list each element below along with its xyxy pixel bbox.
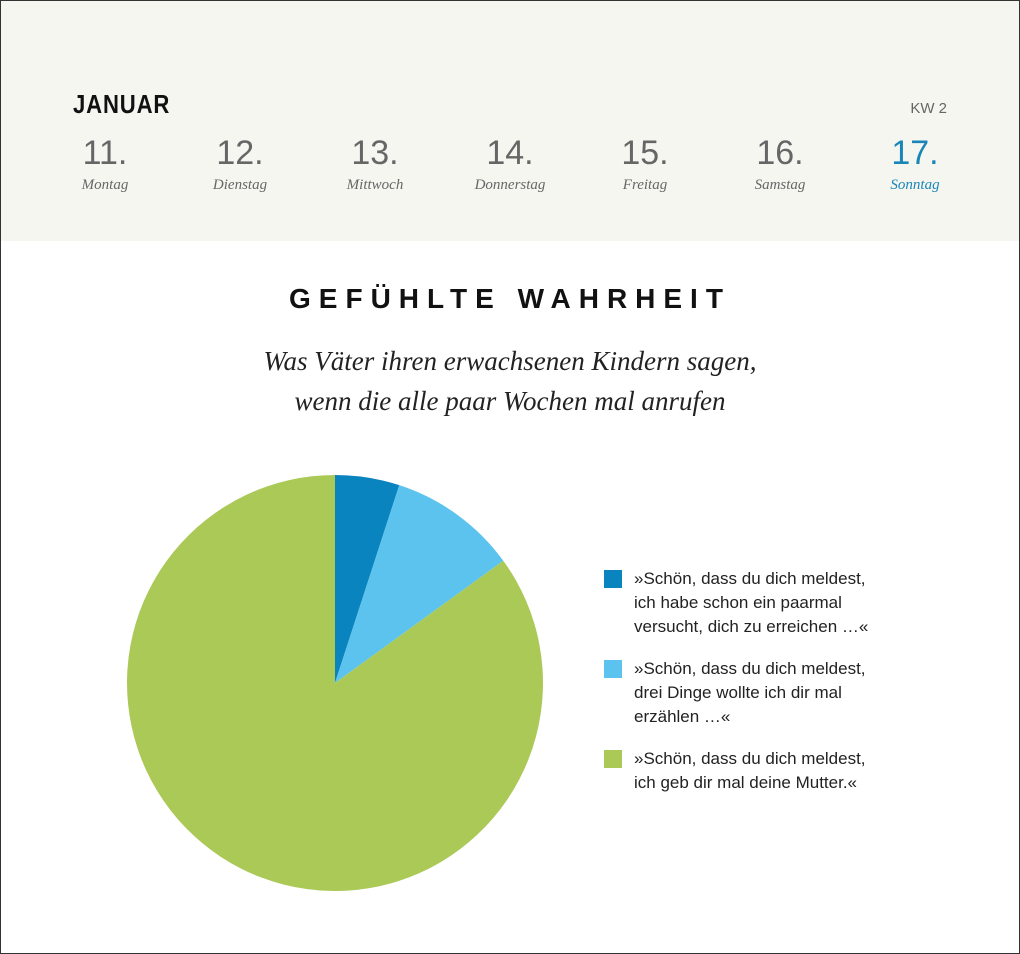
legend-swatch: [604, 570, 622, 588]
day-column[interactable]: 14. Donnerstag: [450, 133, 570, 194]
day-column[interactable]: 12. Dienstag: [180, 133, 300, 194]
legend-item: »Schön, dass du dich meldest, ich habe s…: [604, 567, 868, 639]
week-number: KW 2: [910, 100, 947, 117]
legend-item: »Schön, dass du dich meldest, drei Dinge…: [604, 657, 868, 729]
month-label: JANUAR: [73, 89, 171, 119]
legend-item: »Schön, dass du dich meldest, ich geb di…: [604, 747, 868, 795]
legend-label: »Schön, dass du dich meldest, drei Dinge…: [634, 659, 866, 726]
day-number: 14.: [486, 134, 534, 172]
pie-slice-1: [335, 475, 400, 683]
chart-subtitle: Was Väter ihren erwachsenen Kindern sage…: [263, 346, 757, 416]
day-number: 13.: [351, 134, 399, 172]
day-column[interactable]: 13. Mittwoch: [315, 133, 435, 194]
day-number: 17.: [891, 134, 939, 172]
day-name: Sonntag: [890, 177, 940, 193]
legend: »Schön, dass du dich meldest, ich habe s…: [604, 567, 868, 813]
day-number: 11.: [82, 134, 128, 172]
day-number: 12.: [216, 134, 264, 172]
day-name: Freitag: [622, 177, 668, 193]
legend-swatch: [604, 660, 622, 678]
legend-label: »Schön, dass du dich meldest, ich habe s…: [634, 569, 869, 636]
day-name: Montag: [81, 177, 129, 193]
day-name: Mittwoch: [346, 177, 404, 193]
day-column[interactable]: 17. Sonntag: [855, 133, 975, 194]
legend-label: »Schön, dass du dich meldest, ich geb di…: [634, 749, 866, 792]
day-column[interactable]: 11. Montag: [45, 133, 165, 194]
day-name: Samstag: [754, 177, 806, 193]
day-column[interactable]: 15. Freitag: [585, 133, 705, 194]
calendar-header: JANUAR KW 2 11. Montag 12. Dienstag 13. Mittw…: [1, 1, 1019, 241]
day-name: Donnerstag: [474, 177, 546, 193]
day-column[interactable]: 16. Samstag: [720, 133, 840, 194]
pie-slice-3: [126, 475, 544, 892]
day-number: 15.: [621, 134, 669, 172]
day-number: 16.: [756, 134, 804, 172]
legend-swatch: [604, 750, 622, 768]
chart-title: GEFÜHLTE WAHRHEIT: [289, 283, 731, 314]
day-name: Dienstag: [212, 177, 268, 193]
pie-slice-2: [335, 485, 504, 683]
